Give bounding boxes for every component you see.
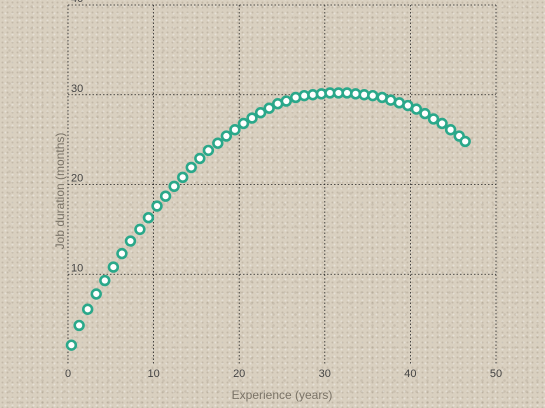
data-point: [254, 106, 267, 119]
y-tick-label: 10: [71, 262, 83, 274]
data-point: [134, 223, 146, 236]
data-point: [65, 339, 78, 351]
data-point: [151, 200, 163, 212]
x-tick-label: 30: [319, 368, 331, 380]
x-axis-title: Experience (years): [232, 388, 333, 402]
x-tick-label: 40: [404, 368, 416, 380]
data-point: [90, 288, 102, 300]
y-tick-label: 40: [71, 0, 83, 5]
data-point: [107, 261, 120, 273]
y-tick-label: 20: [71, 173, 83, 185]
data-point: [124, 235, 137, 247]
data-point: [367, 89, 379, 102]
data-point: [419, 107, 431, 120]
x-tick-label: 10: [147, 368, 159, 380]
data-point: [81, 303, 94, 315]
data-point: [459, 135, 471, 148]
x-tick-label: 20: [233, 368, 245, 380]
data-point: [237, 117, 250, 130]
x-tick-label: 50: [490, 368, 502, 380]
data-point: [427, 113, 440, 125]
data-point: [142, 212, 155, 224]
data-point: [177, 171, 189, 184]
data-points: [65, 87, 471, 351]
data-point: [99, 274, 111, 287]
data-point: [444, 124, 457, 136]
data-point: [410, 103, 423, 115]
data-point: [73, 319, 85, 332]
tick-labels: 0 10 20 30 40 50 10 20 30 40: [65, 0, 502, 380]
data-point: [246, 112, 258, 124]
data-point: [220, 130, 233, 142]
data-point: [436, 117, 448, 130]
y-tick-label: 30: [71, 83, 83, 95]
data-point: [229, 124, 241, 136]
data-point: [168, 180, 180, 192]
data-point: [212, 137, 224, 149]
data-point: [263, 102, 275, 114]
data-point: [194, 152, 206, 165]
grid: [67, 4, 497, 364]
y-axis-title: Job duration (months): [53, 133, 67, 250]
data-point: [280, 95, 292, 107]
data-point: [202, 144, 215, 157]
data-point: [185, 161, 197, 174]
data-point: [159, 190, 172, 202]
x-tick-label: 0: [65, 368, 71, 380]
data-point: [116, 247, 128, 260]
